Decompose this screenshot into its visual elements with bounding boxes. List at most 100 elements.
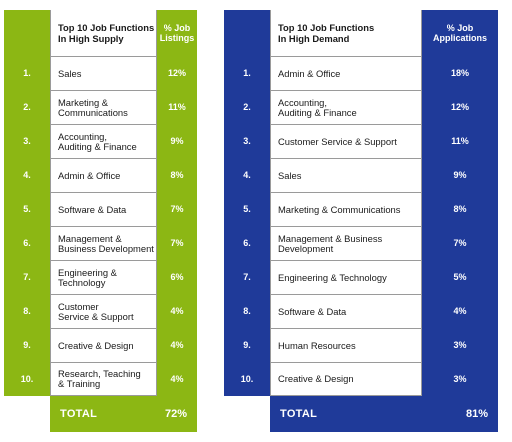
supply-table-row: 5. Software & Data 7% [4, 192, 197, 226]
demand-header-metric: % Job Applications [422, 10, 498, 56]
supply-header-rank-cell [4, 10, 50, 56]
demand-table-row: 1. Admin & Office 18% [224, 56, 498, 90]
demand-job-function: Admin & Office [270, 56, 422, 90]
supply-rank: 5. [4, 192, 50, 226]
demand-header-metric-line2: Applications [432, 33, 487, 43]
demand-job-function-line1: Accounting, [278, 96, 327, 108]
demand-header-metric-line1: % Job [446, 23, 474, 33]
supply-job-function-line1: Marketing & [58, 96, 109, 108]
demand-table-row: 6. Management & Business Development 7% [224, 226, 498, 260]
demand-job-function-line1: Software & Data [278, 305, 347, 317]
supply-table-row: 9. Creative & Design 4% [4, 328, 197, 362]
supply-job-function: Admin & Office [50, 158, 157, 192]
supply-total-row: TOTAL 72% [4, 396, 197, 432]
supply-rank: 3. [4, 124, 50, 158]
supply-job-function: Marketing & Communications [50, 90, 157, 124]
supply-job-function-line1: Engineering & [58, 266, 117, 278]
demand-header-rank-cell [224, 10, 270, 56]
demand-percent: 9% [422, 158, 498, 192]
demand-rank: 1. [224, 56, 270, 90]
demand-job-function-line1: Customer Service & Support [278, 135, 397, 147]
supply-percent: 4% [157, 294, 197, 328]
demand-header-row: Top 10 Job Functions In High Demand % Jo… [224, 10, 498, 56]
supply-header-metric-line1: % Job [163, 23, 191, 33]
demand-header-title-line1: Top 10 Job Functions [278, 22, 375, 33]
supply-job-function: Research, Teaching & Training [50, 362, 157, 396]
supply-rank: 10. [4, 362, 50, 396]
demand-rank: 5. [224, 192, 270, 226]
demand-percent: 3% [422, 362, 498, 396]
supply-job-function-line2: Communications [58, 106, 128, 118]
demand-rank: 7. [224, 260, 270, 294]
demand-job-function: Sales [270, 158, 422, 192]
demand-table-row: 7. Engineering & Technology 5% [224, 260, 498, 294]
supply-job-function-line1: Management & [58, 232, 122, 244]
demand-rank: 6. [224, 226, 270, 260]
demand-percent: 3% [422, 328, 498, 362]
demand-percent: 7% [422, 226, 498, 260]
demand-total-label: TOTAL [280, 408, 318, 420]
demand-job-function: Creative & Design [270, 362, 422, 396]
demand-header-title: Top 10 Job Functions In High Demand [270, 10, 422, 56]
supply-header-title-line2: In High Supply [58, 33, 124, 44]
supply-job-function-line1: Customer [58, 300, 99, 312]
demand-job-function: Customer Service & Support [270, 124, 422, 158]
demand-job-function-line1: Admin & Office [278, 67, 341, 79]
supply-job-function: Accounting, Auditing & Finance [50, 124, 157, 158]
supply-job-function: Creative & Design [50, 328, 157, 362]
demand-table-row: 9. Human Resources 3% [224, 328, 498, 362]
supply-header-metric-line2: Listings [159, 33, 195, 43]
demand-job-function: Human Resources [270, 328, 422, 362]
demand-percent: 8% [422, 192, 498, 226]
supply-job-function-line2: & Training [58, 378, 101, 389]
demand-job-function-line1: Marketing & Communications [278, 203, 401, 215]
supply-rank: 2. [4, 90, 50, 124]
demand-table-row: 5. Marketing & Communications 8% [224, 192, 498, 226]
supply-job-function: Engineering & Technology [50, 260, 157, 294]
demand-percent: 18% [422, 56, 498, 90]
demand-total-value: 81% [465, 408, 488, 420]
supply-table-row: 1. Sales 12% [4, 56, 197, 90]
supply-job-function-line2: Technology [58, 276, 106, 288]
supply-table-row: 4. Admin & Office 8% [4, 158, 197, 192]
supply-job-function-line1: Software & Data [58, 203, 127, 215]
demand-table-row: 10. Creative & Design 3% [224, 362, 498, 396]
demand-percent: 4% [422, 294, 498, 328]
demand-total-row: TOTAL 81% [224, 396, 498, 432]
demand-rank: 4. [224, 158, 270, 192]
supply-rank: 1. [4, 56, 50, 90]
supply-total-label: TOTAL [60, 408, 98, 420]
supply-table: Top 10 Job Functions In High Supply % Jo… [4, 10, 197, 432]
supply-percent: 4% [157, 362, 197, 396]
demand-rank: 8. [224, 294, 270, 328]
supply-percent: 12% [157, 56, 197, 90]
demand-job-function: Management & Business Development [270, 226, 422, 260]
supply-job-function: Software & Data [50, 192, 157, 226]
supply-rank: 6. [4, 226, 50, 260]
demand-table-row: 3. Customer Service & Support 11% [224, 124, 498, 158]
supply-job-function-line1: Accounting, [58, 130, 107, 142]
supply-rank: 7. [4, 260, 50, 294]
demand-job-function-line1: Human Resources [278, 339, 356, 351]
supply-table-row: 6. Management & Business Development 7% [4, 226, 197, 260]
supply-header-title-line1: Top 10 Job Functions [58, 22, 155, 33]
demand-table-row: 2. Accounting, Auditing & Finance 12% [224, 90, 498, 124]
demand-header-title-line2: In High Demand [278, 33, 350, 44]
supply-percent: 9% [157, 124, 197, 158]
demand-job-function: Accounting, Auditing & Finance [270, 90, 422, 124]
supply-header-metric: % Job Listings [157, 10, 197, 56]
supply-header-row: Top 10 Job Functions In High Supply % Jo… [4, 10, 197, 56]
supply-job-function-line2: Business Development [58, 242, 154, 254]
supply-percent: 6% [157, 260, 197, 294]
supply-job-function: Sales [50, 56, 157, 90]
supply-job-function-line1: Research, Teaching [58, 368, 141, 379]
demand-job-function-line1: Management & Business [278, 232, 383, 244]
supply-percent: 4% [157, 328, 197, 362]
demand-table-row: 8. Software & Data 4% [224, 294, 498, 328]
supply-job-function: Customer Service & Support [50, 294, 157, 328]
demand-job-function-line2: Auditing & Finance [278, 106, 357, 118]
supply-percent: 11% [157, 90, 197, 124]
supply-job-function-line1: Creative & Design [58, 339, 134, 351]
demand-rank: 2. [224, 90, 270, 124]
supply-total-value: 72% [164, 408, 187, 420]
